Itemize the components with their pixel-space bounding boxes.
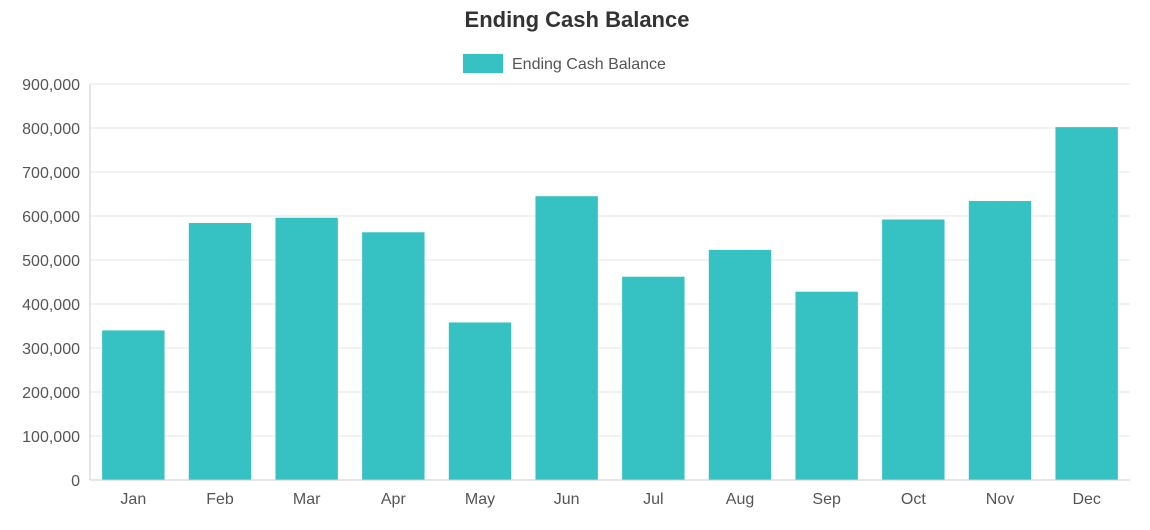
y-axis-labels: 0 100,000 200,000 300,000 400,000 500,000 600,…: [22, 77, 80, 490]
bar-nov[interactable]: [968, 201, 1032, 481]
x-tick-label: Dec: [1072, 491, 1100, 508]
bar-jun[interactable]: [535, 196, 598, 480]
grid-lines: [90, 83, 1130, 481]
y-tick-label: 600,000: [22, 209, 80, 226]
bars: [102, 127, 1118, 481]
x-tick-label: Mar: [293, 491, 321, 508]
y-tick-label: 800,000: [22, 121, 80, 138]
y-tick-label: 300,000: [22, 341, 80, 358]
y-tick-label: 700,000: [22, 165, 80, 182]
bar-oct[interactable]: [882, 219, 945, 480]
x-tick-label: Apr: [381, 491, 407, 508]
y-tick-label: 400,000: [22, 297, 80, 314]
x-tick-label: Jan: [120, 491, 146, 508]
x-tick-label: Oct: [901, 491, 926, 508]
y-tick-label: 100,000: [22, 429, 80, 446]
legend[interactable]: Ending Cash Balance: [463, 54, 666, 73]
x-tick-label: Sep: [812, 491, 841, 508]
y-tick-label: 500,000: [22, 253, 80, 270]
chart-title: Ending Cash Balance: [465, 7, 690, 32]
x-tick-label: Jul: [643, 491, 663, 508]
bar-dec[interactable]: [1055, 127, 1118, 481]
bar-aug[interactable]: [708, 249, 772, 480]
bar-mar[interactable]: [275, 217, 338, 480]
x-axis-labels: Jan Feb Mar Apr May Jun Jul Aug Sep Oct Nov Dec: [120, 491, 1100, 508]
x-tick-label: Jun: [554, 491, 580, 508]
bar-jan[interactable]: [102, 330, 165, 480]
legend-swatch: [463, 54, 503, 73]
bar-jul[interactable]: [622, 276, 685, 480]
y-tick-label: 900,000: [22, 77, 80, 94]
y-tick-label: 200,000: [22, 385, 80, 402]
bar-feb[interactable]: [188, 223, 252, 481]
x-tick-label: May: [465, 491, 495, 508]
x-tick-label: Feb: [206, 491, 234, 508]
x-tick-label: Nov: [986, 491, 1014, 508]
bar-sep[interactable]: [795, 291, 858, 480]
y-tick-label: 0: [71, 473, 80, 490]
x-tick-label: Aug: [726, 491, 754, 508]
bar-apr[interactable]: [362, 232, 425, 480]
legend-label: Ending Cash Balance: [512, 56, 666, 73]
bar-may[interactable]: [448, 322, 512, 480]
